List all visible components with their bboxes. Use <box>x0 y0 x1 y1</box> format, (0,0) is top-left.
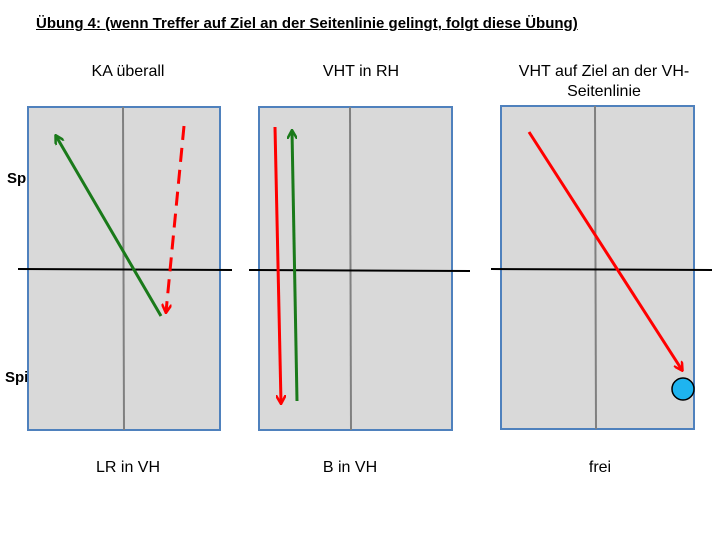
red-arrow-3 <box>527 131 682 370</box>
panel-3-heading: VHT auf Ziel an der VH- Seitenlinie <box>496 62 712 102</box>
panel-3-heading-text: VHT auf Ziel an der VH- Seitenlinie <box>518 63 690 100</box>
green-arrow-1 <box>56 136 163 317</box>
net-line-3 <box>490 268 713 271</box>
panel-2-heading: VHT in RH <box>322 63 400 80</box>
panel-2-footer: B in VH <box>322 459 378 476</box>
panel-3-footer: frei <box>588 459 612 476</box>
target-circle <box>671 377 695 401</box>
table-panel-1 <box>17 106 233 431</box>
table-surface-3 <box>500 105 695 430</box>
green-arrow-2 <box>292 131 299 402</box>
center-line-3 <box>594 105 597 430</box>
net-line-1 <box>17 268 233 271</box>
table-panel-2 <box>248 106 471 431</box>
table-panel-3 <box>490 105 713 430</box>
red-arrow-2 <box>273 126 281 403</box>
red-dashed-arrow-1 <box>166 125 186 312</box>
exercise-title: Übung 4: (wenn Treffer auf Ziel an der S… <box>36 15 578 32</box>
center-line-2 <box>349 106 352 431</box>
panel-1-heading: KA überall <box>91 63 165 80</box>
panel-1-footer: LR in VH <box>95 459 161 476</box>
table-surface-2 <box>258 106 453 431</box>
net-line-2 <box>248 269 471 272</box>
